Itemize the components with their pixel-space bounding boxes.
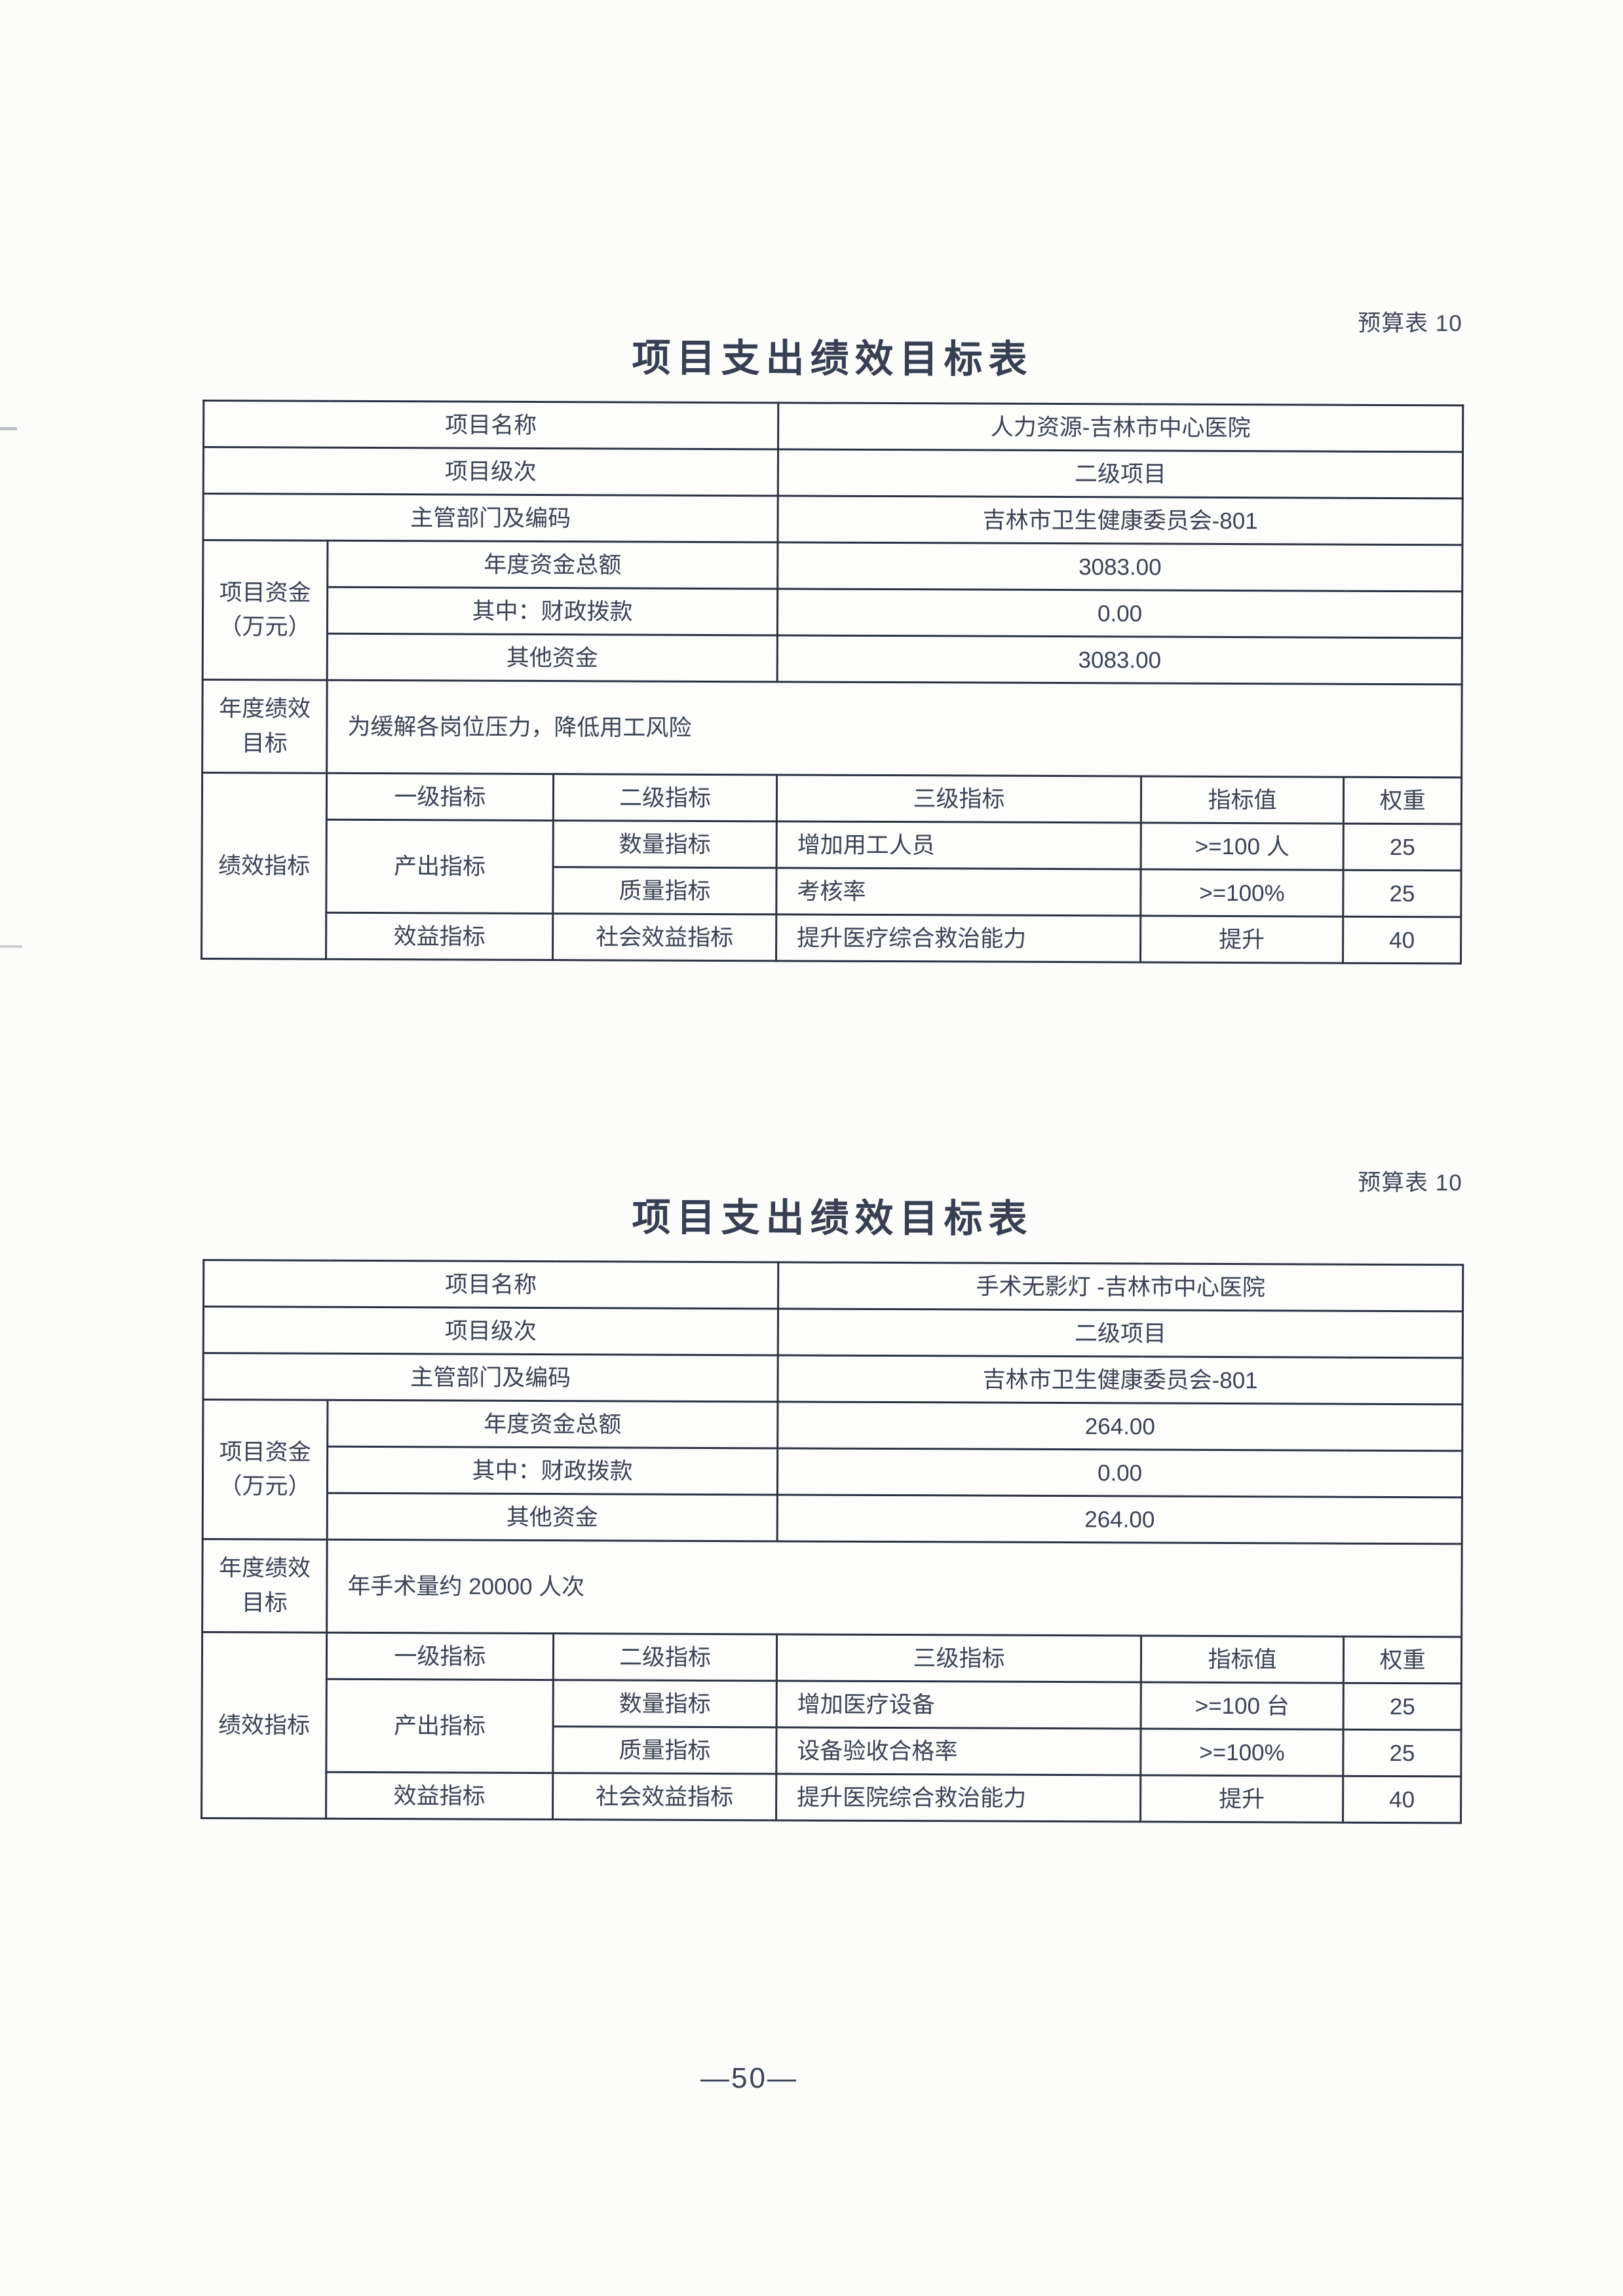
report-block-1: 预算表 10 项目支出绩效目标表 项目名称 人力资源-吉林市中心医院 项目级次 … [200, 283, 1464, 969]
report-title: 项目支出绩效目标表 [632, 336, 1033, 381]
weight-header: 权重 [1343, 777, 1462, 824]
weight-cell: 40 [1343, 1776, 1461, 1823]
quantity-indicator-cell: 数量指标 [553, 820, 777, 868]
project-level-label: 项目级次 [203, 1306, 778, 1355]
performance-indicators-group-label: 绩效指标 [201, 1632, 327, 1819]
output-indicator-cell: 产出指标 [326, 1679, 554, 1773]
report-block-2: 预算表 10 项目支出绩效目标表 项目名称 手术无影灯 -吉林市中心医院 项目级… [200, 1142, 1464, 1828]
level3-indicator-header: 三级指标 [776, 774, 1141, 823]
table-row-project-level: 项目级次 二级项目 [203, 1306, 1463, 1358]
table-row-other-funds: 其他资金 3083.00 [202, 633, 1462, 685]
table-row-annual-goal: 年度绩效 目标 年手术量约 20000 人次 [202, 1539, 1462, 1637]
indicator-value-cell: >=100 台 [1141, 1682, 1344, 1730]
level3-indicator-cell: 提升医疗综合救治能力 [776, 914, 1141, 963]
fiscal-appropriation-value: 0.00 [777, 1448, 1462, 1497]
scan-artifact [0, 945, 22, 948]
annual-goal-value: 为缓解各岗位压力，降低用工风险 [326, 680, 1462, 778]
annual-total-funds-value: 264.00 [777, 1401, 1463, 1451]
table-row-other-funds: 其他资金 264.00 [202, 1493, 1462, 1544]
annual-goal-label: 年度绩效 目标 [202, 1539, 328, 1633]
report-title: 项目支出绩效目标表 [632, 1195, 1033, 1241]
quality-indicator-cell: 质量指标 [552, 1726, 777, 1774]
project-name-label: 项目名称 [203, 400, 778, 449]
project-name-value: 手术无影灯 -吉林市中心医院 [778, 1262, 1463, 1311]
level3-indicator-cell: 增加医疗设备 [776, 1680, 1141, 1729]
performance-target-table: 项目名称 手术无影灯 -吉林市中心医院 项目级次 二级项目 主管部门及编码 吉林… [200, 1258, 1464, 1824]
other-funds-value: 3083.00 [777, 635, 1462, 685]
page-number: —50— [700, 2062, 798, 2094]
indicator-value-cell: 提升 [1140, 1775, 1343, 1823]
indicator-value-header: 指标值 [1141, 776, 1344, 824]
fiscal-appropriation-label: 其中：财政拨款 [327, 587, 778, 635]
annual-goal-value: 年手术量约 20000 人次 [326, 1539, 1462, 1637]
department-code-label: 主管部门及编码 [202, 493, 778, 542]
project-name-label: 项目名称 [203, 1260, 778, 1309]
table-row-annual-total-funds: 项目资金 （万元） 年度资金总额 3083.00 [202, 540, 1463, 681]
indicator-value-header: 指标值 [1141, 1636, 1344, 1684]
quality-indicator-cell: 质量指标 [552, 867, 777, 914]
weight-cell: 25 [1343, 1729, 1462, 1777]
weight-cell: 40 [1343, 916, 1461, 964]
level2-indicator-header: 二级指标 [553, 774, 777, 821]
annual-goal-label: 年度绩效 目标 [202, 679, 328, 774]
project-level-value: 二级项目 [778, 449, 1463, 499]
weight-cell: 25 [1343, 1683, 1462, 1730]
benefit-indicator-cell: 效益指标 [326, 913, 553, 960]
indicator-row: 效益指标 社会效益指标 提升医院综合救治能力 提升 40 [202, 1771, 1461, 1823]
benefit-indicator-cell: 效益指标 [326, 1772, 553, 1820]
other-funds-label: 其他资金 [327, 1493, 778, 1541]
department-code-label: 主管部门及编码 [202, 1353, 778, 1402]
level2-indicator-header: 二级指标 [553, 1633, 777, 1681]
table-row-annual-total-funds: 项目资金 （万元） 年度资金总额 264.00 [202, 1399, 1463, 1540]
indicator-value-cell: >=100% [1140, 869, 1344, 917]
table-row-department-code: 主管部门及编码 吉林市卫生健康委员会-801 [202, 1353, 1463, 1404]
table-row-fiscal-appropriation: 其中：财政拨款 0.00 [202, 1446, 1462, 1497]
fiscal-appropriation-label: 其中：财政拨款 [327, 1446, 778, 1495]
level3-indicator-header: 三级指标 [776, 1634, 1141, 1683]
table-row-project-name: 项目名称 人力资源-吉林市中心医院 [203, 400, 1463, 452]
indicator-row: 效益指标 社会效益指标 提升医疗综合救治能力 提升 40 [202, 912, 1461, 964]
fiscal-appropriation-value: 0.00 [777, 588, 1462, 638]
weight-cell: 25 [1343, 823, 1462, 871]
annual-total-funds-value: 3083.00 [777, 542, 1463, 592]
table-row-project-level: 项目级次 二级项目 [203, 447, 1463, 499]
level1-indicator-header: 一级指标 [326, 1632, 554, 1680]
output-indicator-cell: 产出指标 [326, 819, 554, 914]
table-row-fiscal-appropriation: 其中：财政拨款 0.00 [202, 587, 1462, 638]
department-code-value: 吉林市卫生健康委员会-801 [778, 495, 1463, 545]
project-level-label: 项目级次 [203, 447, 778, 496]
project-name-value: 人力资源-吉林市中心医院 [778, 402, 1463, 452]
level3-indicator-cell: 增加用工人员 [776, 821, 1141, 870]
level3-indicator-cell: 设备验收合格率 [776, 1727, 1141, 1776]
table-row-project-name: 项目名称 手术无影灯 -吉林市中心医院 [203, 1260, 1463, 1311]
other-funds-value: 264.00 [777, 1494, 1462, 1544]
table-row-department-code: 主管部门及编码 吉林市卫生健康委员会-801 [202, 493, 1463, 545]
indicator-row: 产出指标 数量指标 增加医疗设备 >=100 台 25 [202, 1678, 1462, 1773]
performance-target-table: 项目名称 人力资源-吉林市中心医院 项目级次 二级项目 主管部门及编码 吉林市卫… [200, 399, 1464, 965]
project-funds-group-label: 项目资金 （万元） [202, 1399, 328, 1540]
performance-indicators-group-label: 绩效指标 [201, 772, 327, 960]
department-code-value: 吉林市卫生健康委员会-801 [778, 1355, 1463, 1404]
indicator-header-row: 绩效指标 一级指标 二级指标 三级指标 指标值 权重 [201, 1632, 1462, 1819]
other-funds-label: 其他资金 [327, 633, 778, 682]
indicator-value-cell: >=100 人 [1141, 823, 1344, 871]
social-benefit-indicator-cell: 社会效益指标 [552, 913, 776, 961]
table-row-annual-goal: 年度绩效 目标 为缓解各岗位压力，降低用工风险 [202, 679, 1462, 778]
level1-indicator-header: 一级指标 [326, 773, 554, 821]
indicator-header-row: 绩效指标 一级指标 二级指标 三级指标 指标值 权重 [201, 772, 1462, 960]
quantity-indicator-cell: 数量指标 [553, 1680, 777, 1727]
level3-indicator-cell: 提升医院综合救治能力 [776, 1773, 1141, 1822]
level3-indicator-cell: 考核率 [776, 867, 1141, 916]
weight-cell: 25 [1343, 870, 1462, 917]
project-funds-group-label: 项目资金 （万元） [202, 540, 328, 681]
indicator-value-cell: >=100% [1140, 1729, 1344, 1777]
project-level-value: 二级项目 [778, 1308, 1463, 1358]
annual-total-funds-label: 年度资金总额 [327, 1400, 778, 1448]
indicator-row: 产出指标 数量指标 增加用工人员 >=100 人 25 [202, 819, 1462, 914]
annual-total-funds-label: 年度资金总额 [327, 540, 778, 589]
social-benefit-indicator-cell: 社会效益指标 [552, 1773, 776, 1820]
scan-artifact [0, 427, 17, 430]
indicator-value-cell: 提升 [1140, 916, 1343, 964]
weight-header: 权重 [1343, 1636, 1462, 1684]
